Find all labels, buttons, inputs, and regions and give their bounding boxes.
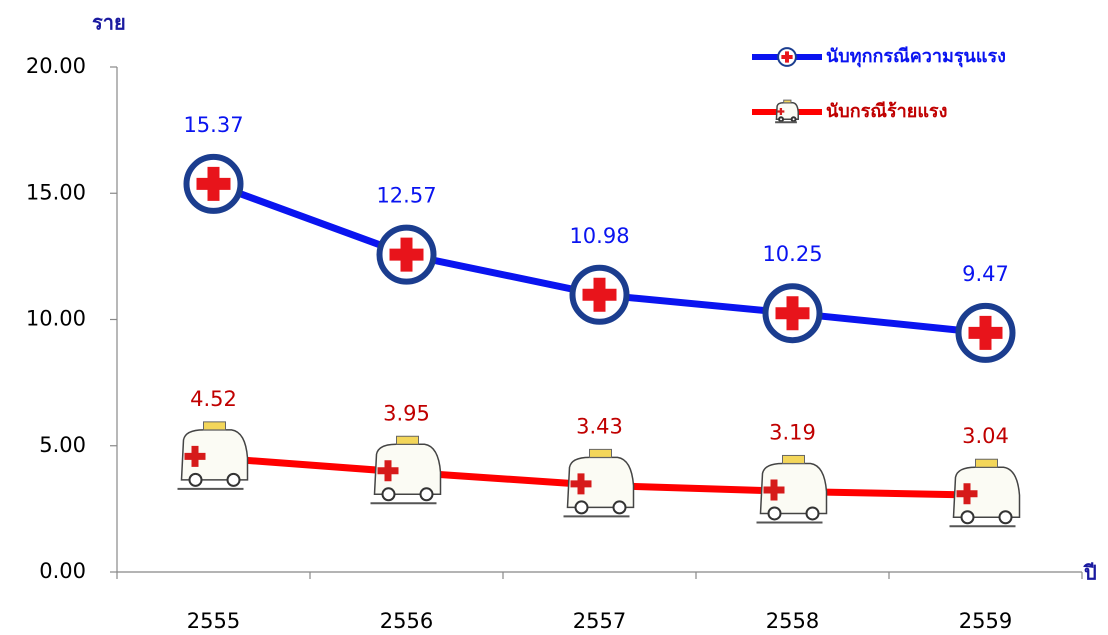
- marker-cross: [389, 237, 424, 272]
- ambulance-light: [589, 448, 612, 458]
- x-tick-label: 2555: [187, 609, 240, 633]
- point-marker: [955, 302, 1016, 363]
- ambulance-body: [775, 102, 799, 121]
- data-label: 3.04: [962, 424, 1009, 448]
- data-label: 10.25: [762, 242, 822, 266]
- ambulance-light: [203, 421, 226, 431]
- marker-cross: [781, 51, 793, 63]
- point-marker: [563, 448, 635, 518]
- ambulance-cross: [570, 473, 592, 495]
- ambulance-cross: [956, 483, 978, 505]
- marker-cross: [582, 277, 617, 312]
- ambulance-wheel: [188, 472, 203, 487]
- ambulance-wheel: [574, 500, 589, 515]
- ambulance-light: [783, 99, 792, 104]
- data-label: 12.57: [376, 184, 436, 208]
- point-marker: [177, 421, 249, 490]
- x-tick-label: 2557: [573, 609, 626, 633]
- ambulance-wheel: [226, 472, 241, 487]
- point-marker: [762, 283, 823, 344]
- point-marker: [183, 153, 244, 214]
- ambulance-cross: [184, 445, 206, 467]
- ambulance-light: [975, 458, 998, 468]
- legend-marker: [775, 99, 799, 124]
- data-label: 4.52: [190, 387, 237, 411]
- x-tick-label: 2559: [959, 609, 1012, 633]
- x-tick-label: 2556: [380, 609, 433, 633]
- point-marker: [376, 224, 437, 285]
- y-tick-label: 5.00: [39, 433, 86, 457]
- data-label: 9.47: [962, 262, 1009, 286]
- data-label: 3.43: [576, 414, 623, 438]
- data-label: 3.95: [383, 401, 430, 425]
- point-marker: [370, 435, 442, 505]
- ambulance-cross: [763, 479, 785, 501]
- ambulance-wheel: [960, 510, 975, 525]
- x-axis-label: ปี: [1083, 561, 1097, 585]
- y-tick-label: 15.00: [26, 180, 86, 204]
- point-marker: [949, 458, 1021, 528]
- ambulance-cross: [777, 108, 785, 115]
- ambulance-wheel: [790, 116, 797, 123]
- ambulance-wheel: [381, 487, 396, 502]
- marker-cross: [196, 166, 231, 201]
- ambulance-body: [566, 456, 635, 509]
- ambulance-wheel: [805, 506, 820, 521]
- legend-marker: [777, 47, 797, 67]
- ambulance-cross: [377, 460, 399, 482]
- point-marker: [569, 264, 630, 325]
- ambulance-body: [952, 466, 1021, 518]
- data-label: 3.19: [769, 420, 816, 444]
- legend-label: นับทุกกรณีความรุนแรง: [826, 46, 1006, 68]
- x-tick-label: 2558: [766, 609, 819, 633]
- ambulance-light: [396, 435, 419, 445]
- ambulance-light: [782, 454, 805, 464]
- y-tick-label: 20.00: [26, 54, 86, 78]
- point-marker: [756, 454, 828, 524]
- ambulance-body: [373, 443, 442, 496]
- marker-cross: [968, 315, 1003, 350]
- ambulance-wheel: [778, 116, 785, 123]
- marker-cross: [775, 296, 810, 331]
- ambulance-wheel: [767, 506, 782, 521]
- ambulance-wheel: [612, 500, 627, 515]
- ambulance-wheel: [419, 487, 434, 502]
- ambulance-body: [759, 462, 828, 515]
- y-tick-label: 0.00: [39, 559, 86, 583]
- y-tick-label: 10.00: [26, 307, 86, 331]
- ambulance-wheel: [998, 510, 1013, 525]
- y-axis-label: ราย: [92, 11, 126, 35]
- data-label: 10.98: [569, 224, 629, 248]
- legend-label: นับกรณีร้ายแรง: [826, 101, 947, 122]
- data-label: 15.37: [183, 113, 243, 137]
- ambulance-body: [180, 429, 249, 481]
